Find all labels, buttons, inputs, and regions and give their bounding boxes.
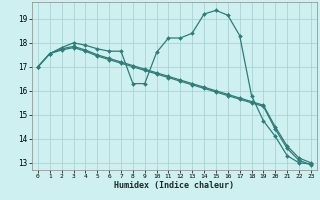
X-axis label: Humidex (Indice chaleur): Humidex (Indice chaleur): [115, 181, 234, 190]
